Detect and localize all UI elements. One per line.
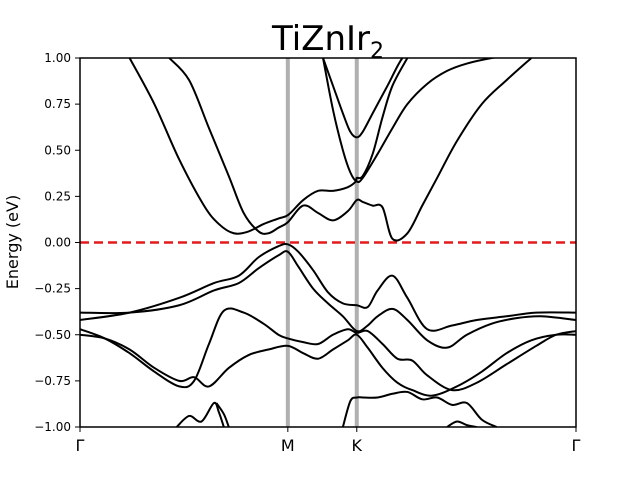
y-tick-label: 0.75 [44,97,71,111]
band-3 [322,58,404,139]
band-12 [446,420,477,427]
y-tick-label: −0.50 [34,328,71,342]
band-6 [80,250,576,349]
y-tick-label: 0.50 [44,143,71,157]
band-2 [168,58,533,242]
y-tick-label: 0.25 [44,189,71,203]
band-lines [80,58,576,427]
band-1 [128,58,409,235]
y-tick-label: 0.00 [44,236,71,250]
y-tick-label: 1.00 [44,51,71,65]
plot-frame [79,57,577,428]
band-7 [80,307,576,392]
kpoint-lines [285,58,359,427]
band-10 [215,402,230,427]
y-axis-ticks: 1.00 0.75 0.50 0.25 0.00 −0.25 −0.50 −0.75 −1.00 [34,51,80,434]
y-axis-label: Energy (eV) [3,195,22,289]
band-8 [80,333,576,397]
kpoint-label: Γ [572,436,581,455]
band-11 [341,390,498,427]
band-4 [322,58,498,184]
kpoint-label: M [281,436,295,455]
y-tick-label: −0.25 [34,282,71,296]
band-5 [80,242,576,332]
y-tick-label: −0.75 [34,374,71,388]
y-tick-label: −1.00 [34,420,71,434]
band-9 [176,401,225,427]
kpoint-label: K [352,436,363,455]
kpoint-label: Γ [76,436,85,455]
